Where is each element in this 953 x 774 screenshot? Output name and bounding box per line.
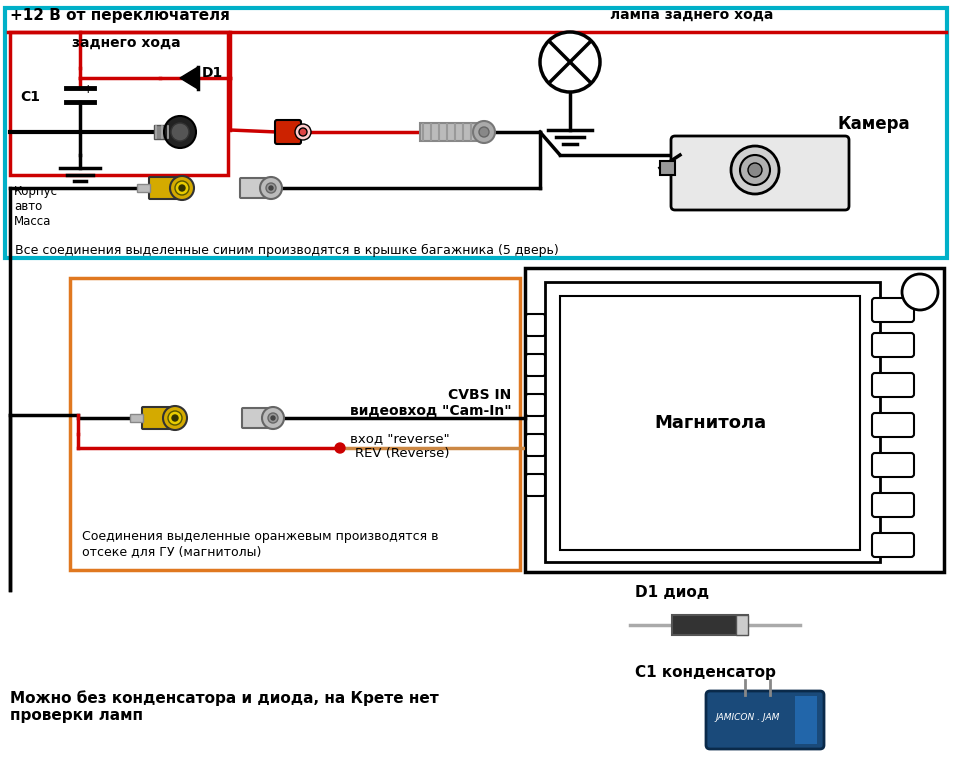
Circle shape: [539, 32, 599, 92]
FancyBboxPatch shape: [274, 120, 301, 144]
Bar: [137, 184, 150, 192]
Circle shape: [271, 416, 274, 420]
Bar: [544, 282, 879, 562]
Bar: [419, 123, 479, 141]
Text: вход "reverse"
REV (Reverse): вход "reverse" REV (Reverse): [350, 432, 449, 460]
FancyBboxPatch shape: [871, 373, 913, 397]
Bar: [524, 268, 943, 572]
Text: лампа заднего хода: лампа заднего хода: [609, 8, 773, 22]
Bar: [70, 278, 519, 570]
Bar: [794, 696, 816, 744]
Text: C1: C1: [20, 90, 40, 104]
FancyBboxPatch shape: [142, 407, 173, 429]
Circle shape: [174, 181, 189, 195]
Circle shape: [171, 123, 189, 141]
Text: заднего хода: заднего хода: [71, 36, 180, 50]
FancyBboxPatch shape: [525, 394, 544, 416]
Text: JAMICON . JAM: JAMICON . JAM: [714, 713, 779, 722]
FancyBboxPatch shape: [871, 413, 913, 437]
Polygon shape: [180, 67, 198, 89]
Circle shape: [269, 186, 273, 190]
FancyBboxPatch shape: [525, 314, 544, 336]
Text: Соединения выделенные оранжевым производятся в
отсеке для ГУ (магнитолы): Соединения выделенные оранжевым производ…: [82, 530, 438, 558]
Circle shape: [170, 176, 193, 200]
FancyBboxPatch shape: [871, 453, 913, 477]
Circle shape: [163, 406, 187, 430]
FancyBboxPatch shape: [871, 493, 913, 517]
Circle shape: [164, 116, 195, 148]
Bar: [153, 125, 172, 139]
FancyBboxPatch shape: [242, 408, 272, 428]
Circle shape: [473, 121, 495, 143]
Text: Камера: Камера: [837, 115, 910, 133]
Circle shape: [268, 413, 277, 423]
Bar: [5, 8, 946, 258]
Circle shape: [901, 274, 937, 310]
Circle shape: [747, 163, 761, 177]
Circle shape: [179, 185, 185, 191]
FancyBboxPatch shape: [871, 333, 913, 357]
FancyBboxPatch shape: [525, 474, 544, 496]
FancyBboxPatch shape: [149, 177, 181, 199]
Bar: [659, 161, 675, 175]
Text: Все соединения выделенные синим производятся в крышке багажника (5 дверь): Все соединения выделенные синим производ…: [15, 244, 558, 257]
Bar: [735, 615, 747, 635]
FancyBboxPatch shape: [525, 354, 544, 376]
Bar: [10, 32, 228, 175]
Circle shape: [262, 407, 284, 429]
FancyBboxPatch shape: [705, 691, 823, 749]
Text: Корпус
авто
Масса: Корпус авто Масса: [14, 185, 58, 228]
Circle shape: [478, 127, 489, 137]
FancyBboxPatch shape: [240, 178, 270, 198]
FancyBboxPatch shape: [525, 434, 544, 456]
Circle shape: [168, 411, 182, 425]
FancyBboxPatch shape: [670, 136, 848, 210]
Circle shape: [260, 177, 282, 199]
Text: D1 диод: D1 диод: [635, 585, 708, 600]
Circle shape: [298, 128, 307, 136]
Text: +: +: [83, 83, 93, 96]
Circle shape: [294, 124, 311, 140]
Bar: [130, 414, 143, 422]
Text: Можно без конденсатора и диода, на Крете нет
проверки ламп: Можно без конденсатора и диода, на Крете…: [10, 690, 438, 723]
Text: Магнитола: Магнитола: [653, 414, 765, 432]
Circle shape: [740, 155, 769, 185]
Bar: [559, 296, 859, 550]
Circle shape: [266, 183, 275, 193]
Circle shape: [172, 415, 178, 421]
Bar: [671, 615, 747, 635]
Text: C1 конденсатор: C1 конденсатор: [635, 665, 775, 680]
Circle shape: [730, 146, 779, 194]
Text: +12 В от переключателя: +12 В от переключателя: [10, 8, 230, 23]
Circle shape: [335, 443, 345, 453]
FancyBboxPatch shape: [871, 533, 913, 557]
Text: D1: D1: [202, 66, 223, 80]
Text: CVBS IN
видеовход "Cam-In": CVBS IN видеовход "Cam-In": [350, 388, 511, 418]
FancyBboxPatch shape: [871, 298, 913, 322]
